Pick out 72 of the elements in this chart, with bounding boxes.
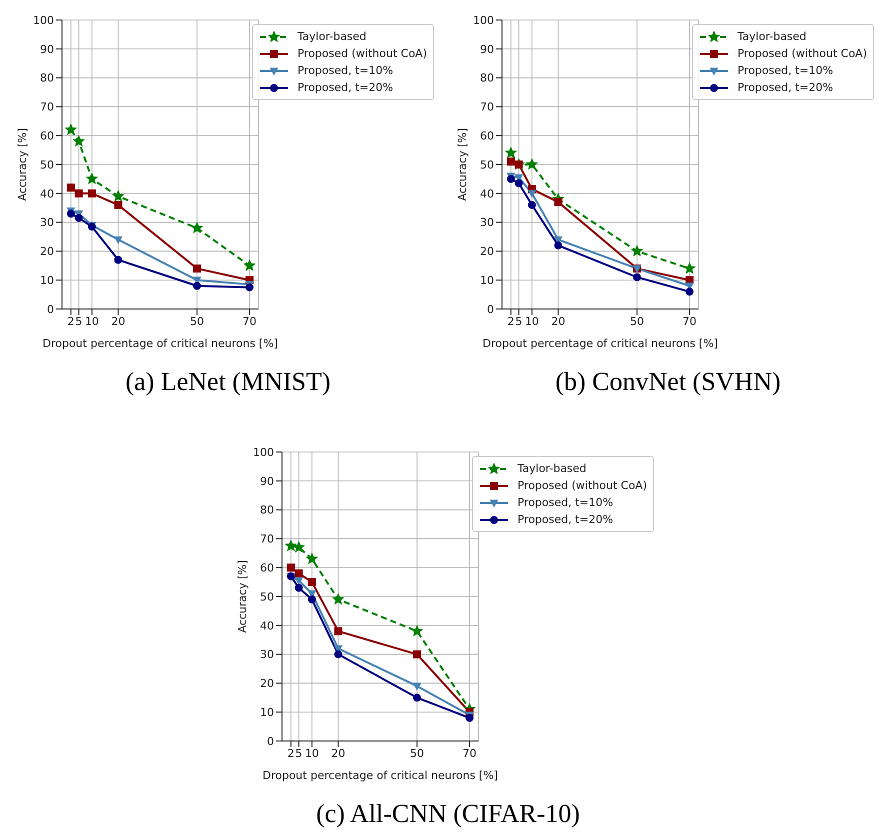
y-tick-label: 20 xyxy=(480,245,494,258)
y-tick-label: 0 xyxy=(47,302,54,316)
x-axis-title: Dropout percentage of critical neurons [%] xyxy=(42,337,278,350)
x-tick-label: 70 xyxy=(242,314,257,328)
y-tick-label: 70 xyxy=(260,532,274,546)
y-axis-title: Accuracy [%] xyxy=(236,560,249,633)
x-axis-title: Dropout percentage of critical neurons [%] xyxy=(262,769,498,782)
legend-label: Proposed, t=20% xyxy=(737,81,834,94)
y-tick-label: 10 xyxy=(260,706,274,720)
y-tick-label: 80 xyxy=(480,72,494,85)
x-tick-label: 70 xyxy=(462,746,477,760)
y-tick-label: 40 xyxy=(260,619,274,632)
y-tick-label: 60 xyxy=(260,562,274,575)
x-tick-label: 5 xyxy=(75,314,82,328)
y-tick-label: 80 xyxy=(260,504,274,517)
y-tick-label: 90 xyxy=(480,42,494,56)
y-tick-label: 40 xyxy=(40,187,54,200)
y-tick-label: 100 xyxy=(253,446,274,459)
x-tick-label: 50 xyxy=(190,314,204,328)
legend-label: Proposed, t=10% xyxy=(297,64,394,77)
y-tick-label: 30 xyxy=(480,216,494,230)
x-tick-label: 20 xyxy=(331,746,346,760)
y-tick-label: 20 xyxy=(260,677,274,690)
y-tick-label: 50 xyxy=(40,158,54,172)
x-tick-label: 20 xyxy=(111,314,126,328)
y-tick-label: 0 xyxy=(267,734,274,748)
legend-label: Taylor-based xyxy=(297,30,366,43)
y-axis-title: Accuracy [%] xyxy=(16,128,29,201)
y-tick-label: 50 xyxy=(480,158,494,172)
x-tick-label: 10 xyxy=(84,314,99,328)
legend-label: Proposed, t=20% xyxy=(297,81,394,94)
text: (a) LeNet (MNIST) xyxy=(124,367,332,397)
y-tick-label: 100 xyxy=(33,14,54,27)
x-tick-label: 50 xyxy=(410,746,424,760)
x-tick-label: 2 xyxy=(287,746,294,760)
text: (b) ConvNet (SVHN) xyxy=(554,367,782,397)
y-tick-label: 60 xyxy=(480,130,494,143)
legend-label: Proposed, t=10% xyxy=(737,64,834,77)
legend-label: Proposed (without CoA) xyxy=(737,47,867,60)
y-tick-label: 10 xyxy=(480,274,494,288)
y-tick-label: 30 xyxy=(260,648,274,662)
y-tick-label: 70 xyxy=(480,100,494,114)
legend-label: Proposed (without CoA) xyxy=(297,47,427,60)
legend-label: Taylor-based xyxy=(517,462,586,475)
x-tick-label: 2 xyxy=(67,314,74,328)
x-tick-label: 10 xyxy=(304,746,319,760)
x-tick-label: 2 xyxy=(507,314,514,328)
y-tick-label: 50 xyxy=(260,590,274,604)
y-tick-label: 70 xyxy=(40,100,54,114)
legend-label: Proposed, t=10% xyxy=(517,496,614,509)
y-tick-label: 90 xyxy=(40,42,54,56)
y-tick-label: 40 xyxy=(480,187,494,200)
x-tick-label: 5 xyxy=(515,314,522,328)
y-tick-label: 10 xyxy=(40,274,54,288)
x-tick-label: 5 xyxy=(295,746,302,760)
x-tick-label: 70 xyxy=(682,314,697,328)
y-axis-title: Accuracy [%] xyxy=(456,128,469,201)
y-tick-label: 80 xyxy=(40,72,54,85)
x-tick-label: 20 xyxy=(551,314,566,328)
legend-label: Proposed (without CoA) xyxy=(517,479,647,492)
y-tick-label: 30 xyxy=(40,216,54,230)
legend-label: Taylor-based xyxy=(737,30,806,43)
x-tick-label: 10 xyxy=(524,314,539,328)
y-tick-label: 0 xyxy=(487,302,494,316)
y-tick-label: 90 xyxy=(260,474,274,488)
text: (c) All-CNN (CIFAR-10) xyxy=(315,799,581,829)
y-tick-label: 60 xyxy=(40,130,54,143)
y-tick-label: 100 xyxy=(473,14,494,27)
y-tick-label: 20 xyxy=(40,245,54,258)
x-axis-title: Dropout percentage of critical neurons [%] xyxy=(482,337,718,350)
legend-label: Proposed, t=20% xyxy=(517,513,614,526)
x-tick-label: 50 xyxy=(630,314,644,328)
